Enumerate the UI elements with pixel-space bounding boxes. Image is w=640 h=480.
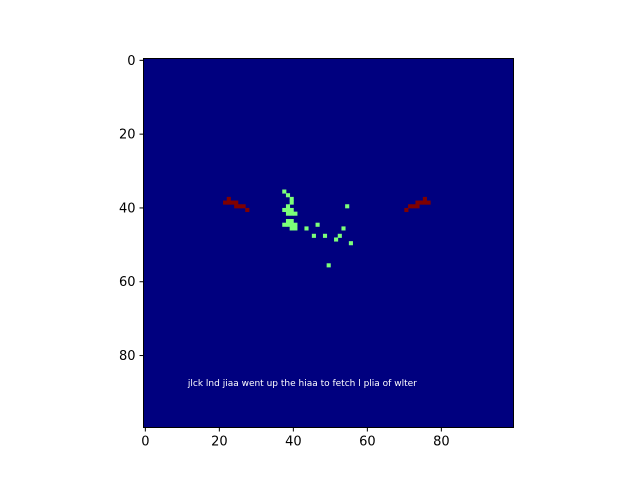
heatmap-cell — [289, 207, 294, 213]
heatmap-cell — [282, 222, 287, 227]
heatmap-cell — [415, 204, 420, 209]
heatmap-cell — [304, 226, 309, 231]
heatmap-background — [143, 58, 514, 428]
heatmap-cell — [289, 200, 294, 205]
heatmap-cell — [234, 204, 239, 209]
y-tick-label: 40 — [119, 201, 136, 216]
y-tick-label: 0 — [127, 54, 135, 69]
heatmap-cell — [237, 204, 242, 209]
heatmap-cell — [334, 237, 339, 242]
heatmap-cell — [226, 200, 231, 205]
heatmap-cell — [285, 211, 291, 216]
heatmap-cell — [282, 189, 287, 194]
heatmap-cell — [245, 207, 250, 213]
heatmap-cell — [411, 204, 416, 209]
heatmap-cell — [289, 222, 294, 227]
heatmap-cell — [285, 222, 291, 227]
x-axis: 0 20 40 60 80 — [141, 427, 450, 450]
heatmap-cell — [345, 204, 350, 209]
y-tick-label: 80 — [119, 349, 136, 364]
heatmap-cell — [234, 200, 239, 205]
heatmap-cell — [348, 241, 353, 246]
heatmap-cell — [241, 204, 246, 209]
heatmap-cell — [337, 233, 342, 238]
heatmap-cell — [285, 207, 291, 213]
x-tick-label: 80 — [433, 435, 450, 450]
heatmap-cell — [311, 233, 316, 238]
heatmap-cell — [408, 204, 413, 209]
heatmap-cell — [226, 196, 231, 201]
heatmap-cell — [422, 200, 427, 205]
heatmap-cell — [289, 196, 294, 201]
heatmap-cell — [293, 222, 298, 227]
heatmap-cell — [322, 233, 328, 238]
heatmap-cells — [223, 189, 431, 268]
heatmap-cell — [315, 222, 320, 227]
heatmap-cell — [289, 211, 294, 216]
heatmap-cell — [341, 226, 346, 231]
y-axis: 0 20 40 60 80 — [119, 54, 144, 364]
heatmap-cell — [289, 219, 294, 224]
heatmap-cell — [285, 193, 291, 198]
y-tick-label: 20 — [119, 128, 136, 143]
heatmap-cell — [223, 200, 228, 205]
heatmap-cell — [326, 263, 331, 268]
annotation-text: jlck lnd jiaa went up the hiaa to fetch … — [187, 379, 417, 389]
y-tick-label: 60 — [119, 275, 136, 290]
heatmap-cell — [289, 226, 294, 231]
annotation-layer: jlck lnd jiaa went up the hiaa to fetch … — [187, 379, 417, 389]
heatmap-cell — [426, 200, 431, 205]
x-tick-label: 0 — [141, 435, 149, 450]
heatmap-cell — [285, 219, 291, 224]
heatmap-cell — [293, 211, 298, 216]
heatmap-cell — [230, 200, 235, 205]
heatmap-cell — [404, 207, 409, 213]
heatmap-cell — [293, 226, 298, 231]
heatmap-cell — [282, 207, 287, 213]
x-tick-label: 60 — [359, 435, 376, 450]
heatmap-cell — [419, 200, 424, 205]
heatmap-cell — [422, 196, 427, 201]
x-tick-label: 40 — [285, 435, 302, 450]
axes-frame — [143, 58, 514, 428]
heatmap-cell — [415, 200, 420, 205]
heatmap-cell — [285, 204, 291, 209]
plot-area: jlck lnd jiaa went up the hiaa to fetch … — [143, 58, 514, 428]
x-tick-label: 20 — [211, 435, 228, 450]
